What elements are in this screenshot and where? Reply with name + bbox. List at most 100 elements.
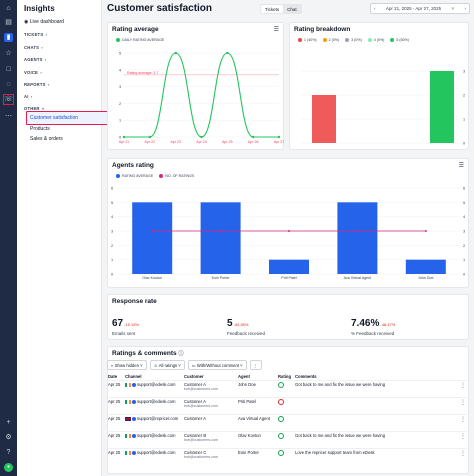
nav-group-other[interactable]: OTHER ˅ xyxy=(24,106,45,111)
channel-text: support@edesk.com xyxy=(137,433,176,438)
phone-icon[interactable]: ☏ xyxy=(3,94,14,105)
data-point[interactable] xyxy=(122,135,126,139)
data-point[interactable] xyxy=(174,51,177,55)
date-range-picker[interactable]: ‹ Apr 21, 2025 - Apr 27, 2025 ˅ › xyxy=(370,3,470,14)
rating-average-bar[interactable] xyxy=(132,202,173,274)
row-menu-icon[interactable]: ⋮ xyxy=(460,434,466,440)
cell-comment xyxy=(294,414,459,432)
settings-icon[interactable]: ⚙ xyxy=(5,434,12,441)
customer-name[interactable]: Customer A xyxy=(184,416,206,421)
column-header[interactable]: Date xyxy=(108,373,118,379)
agents-rating-title: Agents rating xyxy=(112,162,154,169)
nav-group-ai[interactable]: AI › xyxy=(24,94,32,99)
nav-group-chats[interactable]: CHATS › xyxy=(24,45,43,50)
data-point[interactable] xyxy=(226,51,229,55)
menu-icon[interactable]: ☰ xyxy=(273,27,279,33)
cell-date: Apr 25 xyxy=(107,414,124,432)
tab-chat[interactable]: Chat xyxy=(287,6,297,12)
chat-icon[interactable]: ◌ xyxy=(6,81,11,88)
more-options-button[interactable]: ⋮ xyxy=(249,360,262,370)
agents-rating-legend: RATING AVERAGE NO. OF RATINGS xyxy=(116,174,194,179)
live-icon: ◉ xyxy=(24,19,30,25)
row-menu-icon[interactable]: ⋮ xyxy=(460,383,466,389)
flag-icon xyxy=(125,450,131,455)
home-icon[interactable]: ⌂ xyxy=(6,5,11,12)
rating-average-bar[interactable] xyxy=(337,202,378,274)
avatar[interactable]: • xyxy=(4,463,13,472)
nav-title: Insights xyxy=(24,4,55,13)
prev-range-icon[interactable]: ‹ xyxy=(374,6,376,11)
no-of-ratings-point[interactable] xyxy=(151,230,154,232)
no-of-ratings-point[interactable] xyxy=(356,230,359,232)
insights-icon[interactable]: ▮ xyxy=(4,33,13,42)
cell-rating xyxy=(277,397,294,415)
column-header[interactable]: Customer xyxy=(184,373,204,379)
no-of-ratings-point[interactable] xyxy=(424,230,427,232)
legend-label: 1 (40%) xyxy=(304,38,317,42)
nav-live-dashboard[interactable]: ◉ Live dashboard xyxy=(24,19,64,25)
table-row[interactable]: Apr 25 support@repricer.com Customer A Ava … xyxy=(107,414,467,432)
column-header[interactable]: Agent xyxy=(238,373,250,379)
rating-average-bar[interactable] xyxy=(405,259,446,274)
nav-item-label: Customer satisfaction xyxy=(30,115,79,121)
nav-group-tickets[interactable]: TICKETS › xyxy=(24,32,47,37)
chevron-down-icon: ˅ xyxy=(40,106,45,111)
cell-comment xyxy=(294,397,459,415)
smile-face-icon xyxy=(278,433,284,439)
row-menu-icon[interactable]: ⋮ xyxy=(460,400,466,406)
info-icon[interactable]: ⓘ xyxy=(178,351,184,357)
rating-average-bar[interactable] xyxy=(200,202,241,274)
breakdown-bar[interactable] xyxy=(430,71,454,143)
cell-date: Apr 25 xyxy=(107,448,124,466)
nav-item-sales-orders[interactable]: Sales & orders xyxy=(30,136,63,142)
nav-group-agents[interactable]: AGENTS › xyxy=(24,57,47,62)
user-add-icon[interactable]: + xyxy=(6,419,11,426)
column-header[interactable]: Comments xyxy=(295,373,317,379)
rating-average-card: Rating average ☰ DAILY RATING AVERAGE 0 1… xyxy=(107,22,284,150)
tab-tickets[interactable]: Tickets xyxy=(261,5,284,13)
no-of-ratings-point[interactable] xyxy=(288,230,290,232)
nav-group-reports[interactable]: REPORTS › xyxy=(24,82,50,87)
comment-filter[interactable]: ▭ With/Without comment ˅ xyxy=(187,360,247,370)
metric-delta: -48.47% xyxy=(380,322,396,327)
response-rate-title: Response rate xyxy=(112,298,157,305)
data-point[interactable] xyxy=(200,135,203,139)
show-hidden-toggle[interactable]: ◐ Show hidden ˅ xyxy=(107,360,147,370)
nav-group-voice[interactable]: VOICE › xyxy=(24,70,42,75)
row-menu-icon[interactable]: ⋮ xyxy=(460,417,466,423)
menu-icon[interactable]: ☰ xyxy=(458,163,464,169)
inbox-icon[interactable]: ▤ xyxy=(5,19,12,26)
orders-icon[interactable]: □ xyxy=(6,66,11,73)
customer-name[interactable]: Customer B xyxy=(184,433,207,438)
date-text: Apr 25 xyxy=(108,450,121,455)
no-of-ratings-point[interactable] xyxy=(219,230,222,232)
customer-name[interactable]: Customer A xyxy=(184,382,206,387)
star-icon[interactable]: ☆ xyxy=(5,50,12,57)
channel-icon xyxy=(132,399,136,404)
smile-icon: ☺ xyxy=(153,362,159,368)
column-header[interactable]: Rating xyxy=(278,373,292,379)
channel-icon xyxy=(132,450,136,455)
more-icon[interactable]: ⋯ xyxy=(5,113,12,120)
rating-average-bar[interactable] xyxy=(269,259,309,274)
customer-name[interactable]: Customer A xyxy=(184,399,206,404)
column-header[interactable]: Channel xyxy=(125,373,142,379)
customer-name[interactable]: Customer C xyxy=(184,450,207,455)
help-icon[interactable]: ? xyxy=(6,449,11,456)
row-menu-icon[interactable]: ⋮ xyxy=(460,451,466,457)
chevron-right-icon: › xyxy=(39,70,42,75)
next-range-icon[interactable]: › xyxy=(464,6,466,11)
legend-swatch xyxy=(322,38,327,43)
breakdown-bar[interactable] xyxy=(312,95,336,143)
ratings-filter[interactable]: ☺ All ratings ˅ xyxy=(149,360,185,370)
chevron-right-icon: › xyxy=(40,45,43,50)
sad-face-icon xyxy=(278,399,284,405)
data-point[interactable] xyxy=(277,135,281,139)
data-point[interactable] xyxy=(148,135,152,139)
data-point[interactable] xyxy=(251,135,255,139)
nav-item-products[interactable]: Products xyxy=(30,126,50,132)
